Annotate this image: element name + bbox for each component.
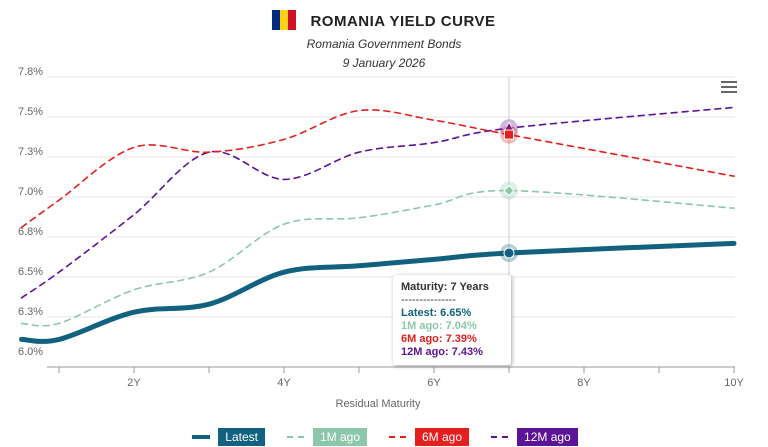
chart-date: 9 January 2026: [342, 56, 426, 70]
legend-item-6m-ago[interactable]: 6M ago: [387, 428, 470, 446]
legend-label: Latest: [218, 428, 265, 446]
x-tick-label: 6Y: [427, 377, 441, 389]
legend-label: 1M ago: [312, 428, 367, 446]
legend-line-icon: [389, 436, 407, 438]
y-tick-label: 7.8%: [18, 66, 43, 78]
romania-flag-icon: [272, 10, 297, 30]
tooltip-1m: 1M ago: 7.04%: [401, 320, 477, 332]
tooltip-latest: Latest: 6.65%: [401, 307, 472, 319]
menu-icon[interactable]: [721, 81, 737, 96]
y-tick-label: 6.8%: [18, 226, 43, 238]
series-line-1m-ago: [20, 189, 735, 327]
tooltip-separator: ---------------: [401, 294, 456, 306]
legend-item-1m-ago[interactable]: 1M ago: [285, 428, 367, 446]
tooltip: Maturity: 7 Years --------------- Latest…: [393, 275, 511, 365]
legend-item-latest[interactable]: Latest: [190, 428, 265, 446]
data-marker: [503, 184, 515, 197]
legend-line-icon: [192, 435, 211, 439]
y-tick-label: 7.5%: [18, 106, 43, 118]
y-tick-label: 7.0%: [18, 186, 43, 198]
legend-line-icon: [286, 436, 305, 438]
legend-item-12m-ago[interactable]: 12M ago: [489, 428, 578, 446]
y-tick-label: 6.0%: [18, 346, 43, 358]
x-tick-label: 2Y: [127, 377, 141, 389]
legend-label: 12M ago: [517, 428, 578, 446]
x-tick-label: 4Y: [277, 377, 291, 389]
y-tick-label: 7.3%: [18, 146, 43, 158]
tooltip-title: Maturity: 7 Years: [401, 281, 489, 293]
legend: Latest 1M ago 6M ago 12M ago: [0, 428, 768, 446]
x-tick-label: 8Y: [577, 377, 591, 389]
legend-label: 6M ago: [415, 428, 470, 446]
series-line-latest: [19, 240, 737, 344]
tooltip-6m: 6M ago: 7.39%: [401, 333, 477, 345]
data-marker: [504, 129, 514, 140]
chart-subtitle: Romania Government Bonds: [306, 37, 462, 51]
legend-line-icon: [491, 436, 510, 438]
x-axis-title: Residual Maturity: [336, 398, 421, 410]
chart-title: ROMANIA YIELD CURVE: [0, 10, 768, 30]
series-line-12m-ago: [20, 106, 735, 299]
x-tick-label: 10Y: [724, 377, 744, 389]
title-text: ROMANIA YIELD CURVE: [310, 13, 496, 30]
data-marker: [503, 247, 515, 259]
series-line-6m-ago: [20, 109, 735, 229]
y-tick-label: 6.3%: [18, 306, 43, 318]
tooltip-12m: 12M ago: 7.43%: [401, 346, 483, 358]
y-tick-label: 6.5%: [18, 266, 43, 278]
